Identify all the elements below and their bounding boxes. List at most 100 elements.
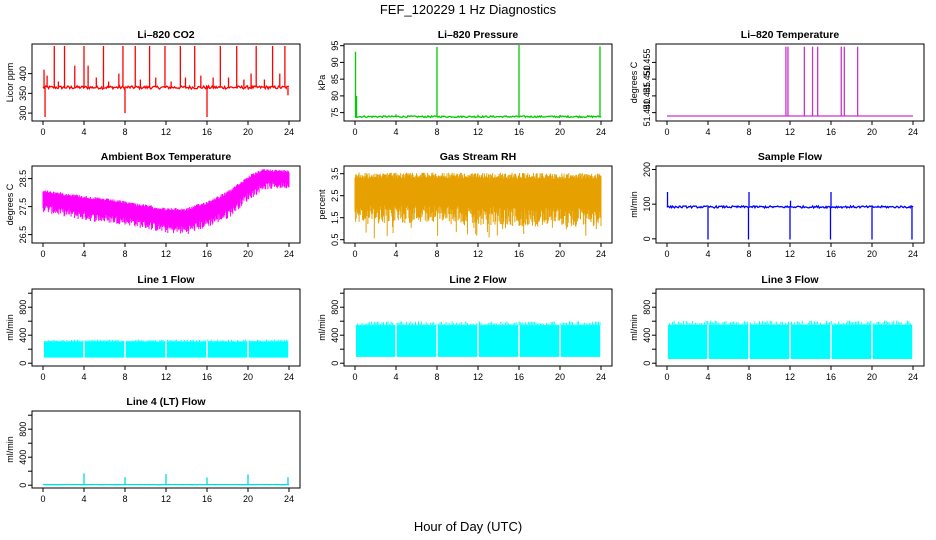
x-tick-label: 24: [284, 249, 294, 259]
x-tick-label: 12: [161, 249, 171, 259]
x-tick-label: 20: [243, 372, 253, 382]
y-tick-label: 51.450: [642, 65, 652, 93]
x-tick-label: 20: [555, 372, 565, 382]
y-tick-label: 28.5: [18, 170, 28, 188]
flow-block: [790, 324, 831, 359]
y-tick-label: 75: [330, 108, 340, 118]
flow-block: [831, 324, 872, 359]
x-tick-label: 8: [434, 127, 439, 137]
y-tick-label: 0: [18, 361, 28, 366]
x-tick-label: 20: [243, 127, 253, 137]
y-axis-label: kPa: [317, 75, 327, 91]
x-tick-label: 24: [908, 127, 918, 137]
x-tick-label: 24: [596, 127, 606, 137]
x-tick-label: 24: [284, 494, 294, 504]
plot-frame: [31, 43, 301, 122]
x-tick-label: 20: [555, 249, 565, 259]
flow-block: [207, 341, 248, 358]
x-tick-label: 8: [434, 249, 439, 259]
y-tick-label: 800: [330, 300, 340, 315]
x-tick-label: 8: [434, 372, 439, 382]
data-series: [355, 321, 601, 357]
x-tick-label: 0: [40, 249, 45, 259]
chart-title: Line 2 Flow: [449, 274, 507, 286]
flow-block: [248, 341, 289, 358]
chart-title: Ambient Box Temperature: [101, 151, 232, 163]
data-series: [666, 192, 914, 240]
chart-title: Line 3 Flow: [761, 274, 819, 286]
y-tick-label: 800: [18, 422, 28, 437]
x-tick-label: 0: [664, 372, 669, 382]
y-tick-label: 51.445: [642, 82, 652, 110]
x-tick-label: 0: [352, 372, 357, 382]
y-tick-label: 90: [330, 57, 340, 67]
y-tick-label: 0: [642, 236, 652, 241]
chart-title: Li–820 CO2: [137, 29, 194, 41]
y-axis-label: degrees C: [629, 61, 639, 103]
x-tick-label: 16: [514, 127, 524, 137]
flow-block: [668, 324, 708, 359]
x-tick-label: 12: [785, 372, 795, 382]
x-tick-label: 20: [867, 249, 877, 259]
flow-block: [125, 341, 166, 358]
data-series: [354, 172, 602, 239]
y-axis-label: Licor ppm: [5, 63, 15, 103]
flow-block: [396, 325, 437, 357]
y-tick-label: 400: [18, 328, 28, 343]
y-tick-label: 0: [642, 361, 652, 366]
x-tick-label: 16: [514, 249, 524, 259]
y-axis-label: ml/min: [5, 314, 15, 341]
y-tick-label: 300: [18, 106, 28, 121]
chart-title: Line 4 (LT) Flow: [126, 396, 206, 408]
y-tick-label: 400: [18, 450, 28, 465]
chart-panel: Li–820 Temperature 0 4 8 12 16 20 24 51.44051.44…: [629, 29, 925, 137]
x-tick-label: 8: [746, 372, 751, 382]
flow-block: [519, 325, 560, 357]
chart-title: Li–820 Temperature: [741, 29, 840, 41]
y-tick-label: 80: [330, 91, 340, 101]
y-tick-label: 0: [330, 361, 340, 366]
y-tick-label: 2.5: [330, 189, 340, 202]
x-tick-label: 12: [473, 127, 483, 137]
y-tick-label: 100: [642, 197, 652, 212]
x-tick-label: 8: [122, 372, 127, 382]
x-tick-label: 8: [746, 127, 751, 137]
y-tick-label: 800: [642, 300, 652, 315]
x-tick-label: 20: [243, 249, 253, 259]
chart-title: Sample Flow: [758, 151, 823, 163]
y-axis-label: ml/min: [629, 314, 639, 341]
x-tick-label: 20: [867, 372, 877, 382]
x-tick-label: 16: [202, 127, 212, 137]
x-tick-label: 16: [826, 249, 836, 259]
data-series: [42, 45, 290, 118]
y-tick-label: 800: [18, 300, 28, 315]
x-tick-label: 20: [867, 127, 877, 137]
y-tick-label: 400: [18, 66, 28, 81]
x-tick-label: 8: [122, 494, 127, 504]
x-tick-label: 8: [122, 249, 127, 259]
x-tick-label: 4: [705, 127, 710, 137]
x-tick-label: 20: [243, 494, 253, 504]
x-tick-label: 16: [826, 372, 836, 382]
chart-panel: Gas Stream RH 0 4 8 12 16 20 24 0.5 1.5 2.5 3.5perc…: [317, 151, 613, 259]
x-tick-label: 0: [40, 494, 45, 504]
y-tick-label: 27.5: [18, 198, 28, 216]
y-tick-label: 350: [18, 86, 28, 101]
y-tick-label: 95: [330, 41, 340, 51]
x-tick-label: 24: [908, 249, 918, 259]
x-tick-label: 4: [705, 249, 710, 259]
y-axis-label: degrees C: [5, 183, 15, 225]
flow-block: [437, 325, 478, 357]
flow-block: [872, 324, 913, 359]
chart-title: Line 1 Flow: [137, 274, 195, 286]
x-tick-label: 16: [202, 249, 212, 259]
flow-block: [166, 341, 207, 358]
x-tick-label: 24: [908, 372, 918, 382]
x-tick-label: 4: [393, 127, 398, 137]
x-tick-label: 0: [352, 249, 357, 259]
